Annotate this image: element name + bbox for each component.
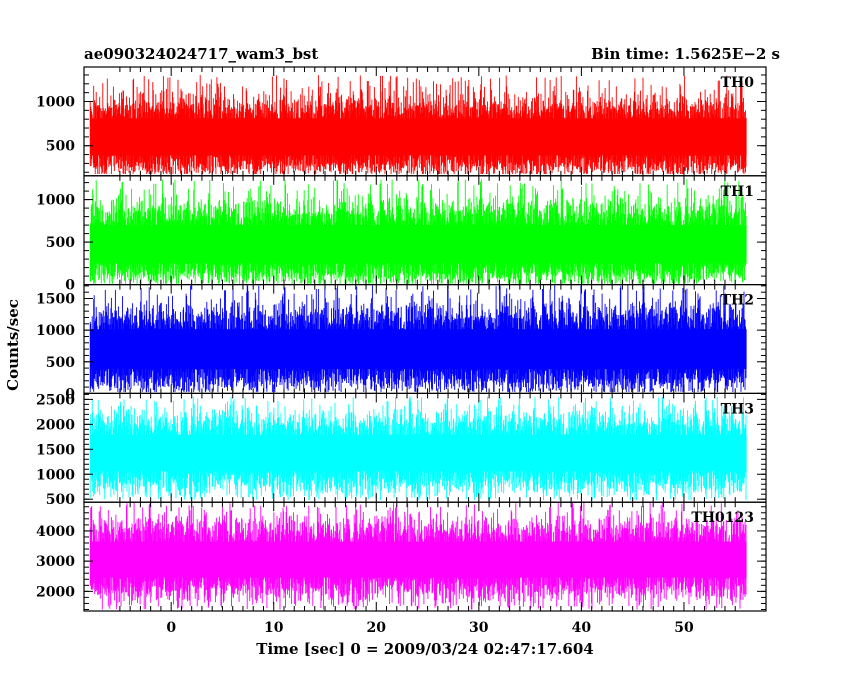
- y-tick-label-th0: 1000: [36, 95, 75, 111]
- x-tick-label: 40: [572, 620, 592, 636]
- series-th0123-line: [89, 502, 747, 610]
- chart-title-left: ae090324024717_wam3_bst: [84, 45, 318, 63]
- x-tick-label: 20: [367, 620, 387, 636]
- y-tick-label-th2: 500: [46, 355, 75, 371]
- panel-frame-th0123: [83, 501, 767, 612]
- panel-label-th3: TH3: [721, 401, 754, 417]
- y-tick-label-th1: 500: [46, 235, 75, 251]
- y-tick-label-th3: 1500: [36, 442, 75, 458]
- series-th0-line: [89, 75, 747, 174]
- x-tick-label: 10: [264, 620, 284, 636]
- y-tick-label-th0123: 2000: [36, 584, 75, 600]
- y-tick-label-th0123: 4000: [36, 524, 75, 540]
- panel-label-th1: TH1: [721, 184, 754, 200]
- x-tick-label: 50: [674, 620, 694, 636]
- y-tick-label-th2: 0: [65, 386, 75, 402]
- y-tick-label-th0123: 3000: [36, 554, 75, 570]
- panel-label-th0: TH0: [721, 75, 755, 91]
- x-tick-label: 0: [166, 620, 176, 636]
- y-tick-label-th3: 500: [46, 492, 75, 508]
- series-th2-line: [89, 284, 747, 393]
- y-tick-label-th0: 500: [46, 139, 75, 155]
- y-tick-label-th3: 1000: [36, 467, 75, 483]
- y-tick-label-th3: 2000: [36, 417, 75, 433]
- y-tick-label-th1: 1000: [36, 193, 75, 209]
- panel-label-th2: TH2: [721, 293, 754, 309]
- y-tick-label-th1: 0: [65, 278, 75, 294]
- series-th3-line: [89, 396, 747, 501]
- y-axis-label: Counts/sec: [4, 299, 22, 391]
- y-tick-label-th2: 1500: [36, 292, 75, 308]
- y-tick-label-th2: 1000: [36, 323, 75, 339]
- panel-label-th0123: TH0123: [691, 510, 754, 526]
- x-tick-label: 30: [469, 620, 489, 636]
- y-tick-label-th3: 2500: [36, 392, 75, 408]
- series-th1-line: [89, 179, 747, 284]
- chart-title-right: Bin time: 1.5625E−2 s: [591, 45, 780, 63]
- x-axis-label: Time [sec] 0 = 2009/03/24 02:47:17.604: [256, 640, 593, 658]
